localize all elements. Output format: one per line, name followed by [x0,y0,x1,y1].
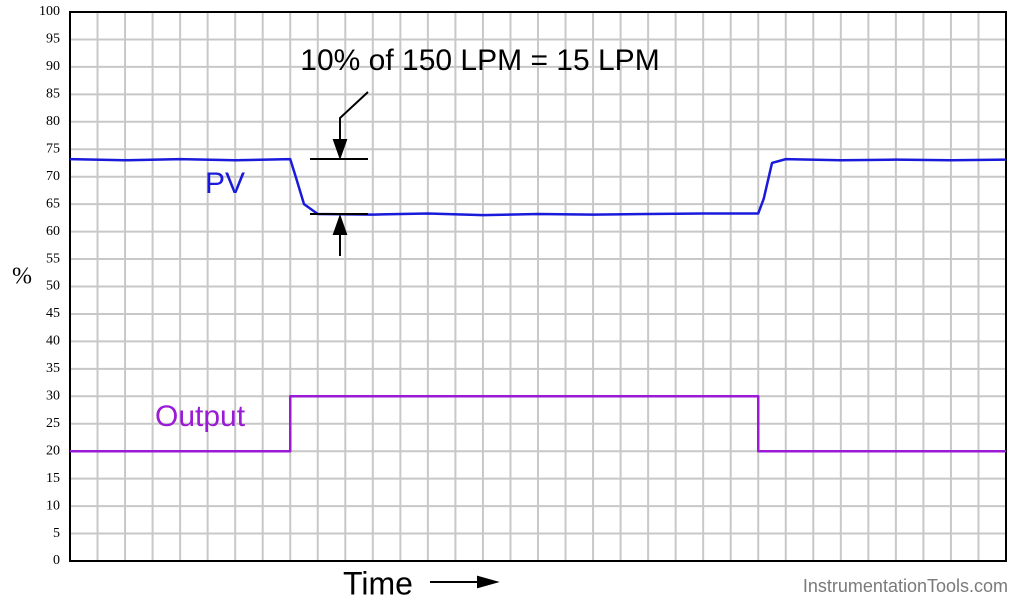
watermark: InstrumentationTools.com [803,576,1008,596]
series-label: Output [155,400,246,433]
arrow [339,91,369,146]
grid: 0 5 10 15 20 25 30 35 40 45 50 55 60 65 70 75 80 85 90 95 10… [39,4,1007,568]
y-tick-label: 10 [46,498,60,513]
y-tick-label: 85 [46,87,60,102]
y-tick-label: 40 [46,334,60,349]
series-line [69,157,1007,217]
annotation-markers [310,91,500,589]
x-axis-label: Time [343,565,413,601]
arrowhead [332,213,348,235]
y-tick-label: 35 [46,361,60,376]
y-tick-label: 95 [46,32,60,47]
plot-frame [69,11,1007,562]
y-axis-label: % [12,264,32,290]
y-tick-label: 70 [46,169,60,184]
series-label: PV [205,167,245,200]
y-tick-label: 60 [46,224,60,239]
y-tick-label: 45 [46,306,60,321]
y-tick-label: 50 [46,279,60,294]
y-tick-label: 30 [46,389,60,404]
y-tick-label: 80 [46,114,60,129]
y-tick-label: 65 [46,196,60,211]
y-tick-label: 25 [46,416,60,431]
arrowhead [477,575,500,589]
annotation: 10% of 150 LPM = 15 LPM [300,44,659,77]
series-line [70,395,1006,453]
y-tick-label: 15 [46,471,60,486]
arrowhead [332,139,348,161]
y-tick-label: 0 [53,553,60,568]
y-tick-label: 75 [46,141,60,156]
marks: PV Output [69,157,1007,453]
y-tick-label: 90 [46,59,60,74]
y-tick-label: 20 [46,443,60,458]
y-tick-label: 55 [46,251,60,266]
y-tick-label: 5 [53,526,60,541]
y-tick-label: 100 [39,4,60,19]
